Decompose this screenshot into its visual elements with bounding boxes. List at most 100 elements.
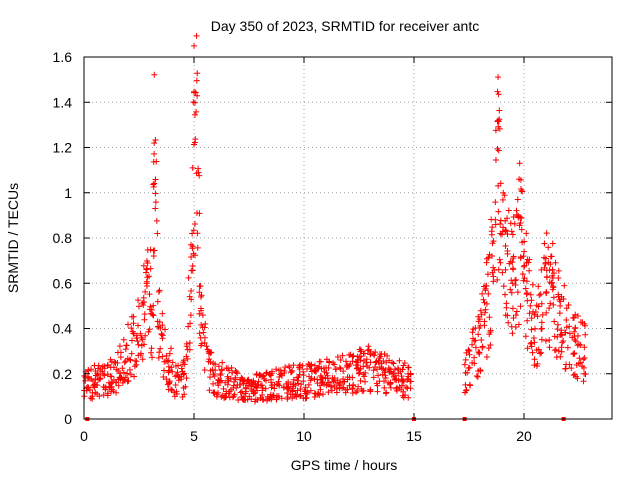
- data-point: [503, 300, 510, 307]
- data-point: [547, 300, 554, 307]
- data-point: [509, 280, 516, 287]
- data-point: [558, 331, 565, 338]
- data-point: [382, 372, 389, 379]
- data-point: [400, 388, 407, 395]
- data-point: [200, 329, 207, 336]
- data-point: [173, 391, 180, 398]
- data-point: [131, 373, 138, 380]
- data-point: [401, 359, 408, 366]
- data-point: [312, 390, 319, 397]
- data-point: [518, 187, 525, 194]
- data-point: [147, 303, 154, 310]
- data-point: [129, 328, 136, 335]
- data-point: [330, 378, 337, 385]
- data-point: [538, 349, 545, 356]
- data-point: [509, 330, 516, 337]
- data-point: [479, 344, 486, 351]
- data-point: [471, 360, 478, 367]
- data-point: [363, 359, 370, 366]
- data-point: [546, 344, 553, 351]
- data-point: [268, 376, 275, 383]
- data-point: [393, 385, 400, 392]
- data-point: [509, 259, 516, 266]
- data-point: [494, 145, 501, 152]
- data-point: [537, 291, 544, 298]
- data-point: [508, 289, 515, 296]
- data-point: [289, 367, 296, 374]
- data-point: [165, 368, 172, 375]
- data-point: [122, 346, 129, 353]
- data-point: [105, 379, 112, 386]
- data-point: [143, 282, 150, 289]
- data-point: [545, 259, 552, 266]
- data-point: [531, 311, 538, 318]
- data-point: [186, 293, 193, 300]
- data-point: [152, 136, 159, 143]
- data-point: [128, 325, 135, 332]
- data-point: [179, 393, 186, 400]
- data-point: [156, 349, 163, 356]
- data-point: [154, 230, 161, 237]
- data-point: [531, 325, 538, 332]
- data-point: [269, 368, 276, 375]
- data-point: [161, 358, 168, 365]
- data-point: [383, 389, 390, 396]
- data-point: [504, 312, 511, 319]
- data-point: [526, 267, 533, 274]
- data-point: [496, 256, 503, 263]
- data-point: [555, 293, 562, 300]
- data-point: [236, 382, 243, 389]
- data-point: [110, 388, 117, 395]
- data-point: [175, 362, 182, 369]
- data-point: [497, 259, 504, 266]
- data-point: [194, 230, 201, 237]
- data-point: [314, 365, 321, 372]
- data-point: [531, 362, 538, 369]
- data-point: [487, 341, 494, 348]
- data-point: [510, 214, 517, 221]
- data-point: [557, 353, 564, 360]
- data-point: [574, 312, 581, 319]
- data-point: [499, 269, 506, 276]
- data-point: [570, 315, 577, 322]
- data-point: [115, 382, 122, 389]
- data-point: [531, 339, 538, 346]
- data-point: [581, 344, 588, 351]
- data-point: [514, 289, 521, 296]
- y-tick-label: 0.8: [53, 230, 73, 246]
- data-point: [113, 389, 120, 396]
- data-point: [582, 331, 589, 338]
- data-point: [302, 390, 309, 397]
- data-point: [159, 353, 166, 360]
- data-point: [346, 362, 353, 369]
- data-point: [192, 252, 199, 259]
- data-point: [120, 336, 127, 343]
- data-point: [142, 332, 149, 339]
- data-point: [521, 238, 528, 245]
- data-point: [495, 182, 502, 189]
- data-point: [275, 378, 282, 385]
- data-point: [252, 380, 259, 387]
- data-point: [296, 371, 303, 378]
- data-point: [528, 339, 535, 346]
- data-point: [280, 384, 287, 391]
- data-point: [469, 329, 476, 336]
- data-point: [276, 382, 283, 389]
- data-point: [481, 309, 488, 316]
- data-point: [95, 365, 102, 372]
- data-point: [484, 271, 491, 278]
- data-point: [137, 350, 144, 357]
- data-point: [155, 354, 162, 361]
- data-point: [463, 349, 470, 356]
- data-point: [206, 356, 213, 363]
- data-point: [134, 338, 141, 345]
- data-point: [196, 283, 203, 290]
- data-point: [329, 375, 336, 382]
- data-point: [324, 375, 331, 382]
- data-point: [302, 384, 309, 391]
- data-point: [503, 227, 510, 234]
- data-point: [160, 374, 167, 381]
- data-point: [290, 385, 297, 392]
- data-point: [151, 247, 158, 254]
- data-point: [522, 333, 529, 340]
